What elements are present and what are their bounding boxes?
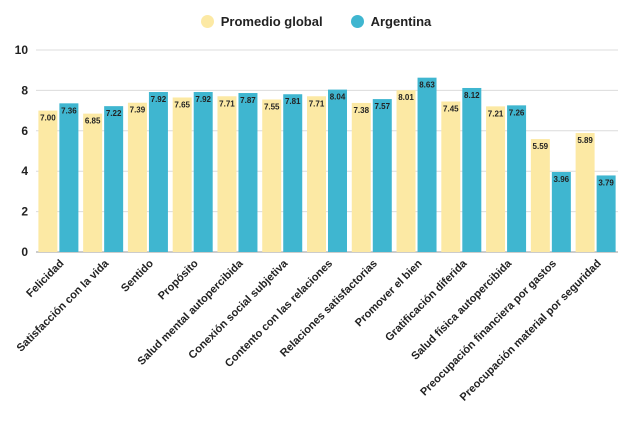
- bar-global: [217, 96, 237, 253]
- bar-global: [262, 99, 282, 253]
- category-label: Propósito: [156, 257, 201, 302]
- data-label: 7.92: [195, 95, 211, 104]
- bar-argentina: [59, 103, 79, 252]
- bar-global: [351, 102, 371, 252]
- category-label: Gratificación diferida: [383, 257, 470, 344]
- category-label: Felicidad: [24, 258, 66, 300]
- data-label: 8.12: [464, 91, 480, 100]
- legend-swatch-argentina: [350, 15, 364, 28]
- data-label: 7.71: [219, 99, 235, 108]
- bar-argentina: [551, 172, 571, 252]
- bar-argentina: [104, 106, 124, 252]
- data-label: 8.63: [419, 81, 435, 90]
- bar-argentina: [372, 99, 392, 252]
- data-label: 7.87: [240, 96, 256, 105]
- category-label: Satisfacción con la vida: [15, 257, 112, 354]
- data-label: 7.65: [174, 100, 190, 109]
- data-label: 3.96: [554, 175, 570, 184]
- bar-global: [38, 110, 58, 252]
- legend-item-argentina: Argentina: [350, 14, 432, 29]
- bar-global: [83, 113, 103, 252]
- bar-argentina: [148, 92, 168, 253]
- legend-label-argentina: Argentina: [370, 14, 432, 29]
- data-label: 6.85: [85, 117, 101, 126]
- legend: Promedio global Argentina: [0, 14, 632, 29]
- bar-argentina: [507, 105, 527, 253]
- data-label: 7.45: [443, 105, 459, 114]
- data-label: 8.01: [398, 93, 414, 102]
- y-tick-label: 2: [21, 205, 28, 219]
- bar-argentina: [328, 89, 347, 252]
- bar-global: [530, 139, 550, 252]
- data-label: 7.26: [509, 108, 525, 117]
- data-label: 7.92: [151, 95, 167, 104]
- data-label: 7.21: [488, 109, 504, 118]
- bar-global: [441, 101, 461, 252]
- bar-global: [575, 133, 595, 252]
- data-label: 5.59: [533, 142, 549, 151]
- legend-swatch-global: [200, 15, 214, 28]
- data-label: 5.89: [577, 136, 593, 145]
- bar-argentina: [462, 87, 482, 252]
- y-tick-label: 6: [21, 124, 28, 138]
- data-label: 7.00: [40, 114, 56, 123]
- data-label: 8.04: [330, 93, 346, 102]
- data-label: 7.38: [353, 106, 369, 115]
- data-label: 7.36: [61, 106, 77, 115]
- y-tick-label: 10: [15, 43, 29, 57]
- data-label: 7.22: [106, 109, 122, 118]
- category-label: Sentido: [119, 257, 156, 294]
- legend-item-global: Promedio global: [200, 14, 323, 29]
- bar-global: [127, 102, 147, 252]
- data-label: 7.81: [285, 97, 301, 106]
- data-label: 7.57: [374, 102, 390, 111]
- data-label: 7.71: [309, 99, 325, 108]
- bar-global: [396, 90, 416, 252]
- bar-argentina: [283, 94, 303, 252]
- legend-label-global: Promedio global: [220, 14, 323, 29]
- data-label: 7.39: [130, 106, 146, 115]
- bar-argentina: [193, 92, 213, 253]
- bar-global: [307, 96, 326, 253]
- bar-global: [172, 97, 192, 252]
- y-tick-label: 0: [21, 245, 28, 259]
- data-label: 3.79: [598, 178, 614, 187]
- bar-argentina: [596, 175, 616, 252]
- bar-global: [486, 106, 506, 252]
- bar-argentina: [417, 77, 437, 252]
- y-tick-label: 8: [21, 83, 28, 97]
- bar-argentina: [238, 93, 258, 252]
- data-label: 7.55: [264, 102, 280, 111]
- y-tick-label: 4: [21, 164, 28, 178]
